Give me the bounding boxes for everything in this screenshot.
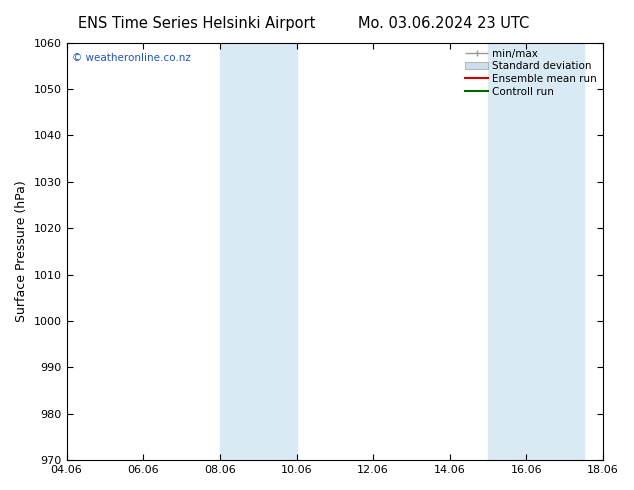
- Bar: [488, 43, 584, 460]
- Text: © weatheronline.co.nz: © weatheronline.co.nz: [72, 53, 191, 63]
- Y-axis label: Surface Pressure (hPa): Surface Pressure (hPa): [15, 180, 28, 322]
- Text: Mo. 03.06.2024 23 UTC: Mo. 03.06.2024 23 UTC: [358, 16, 529, 31]
- Legend: min/max, Standard deviation, Ensemble mean run, Controll run: min/max, Standard deviation, Ensemble me…: [462, 46, 600, 99]
- Text: ENS Time Series Helsinki Airport: ENS Time Series Helsinki Airport: [78, 16, 315, 31]
- Bar: [220, 43, 297, 460]
